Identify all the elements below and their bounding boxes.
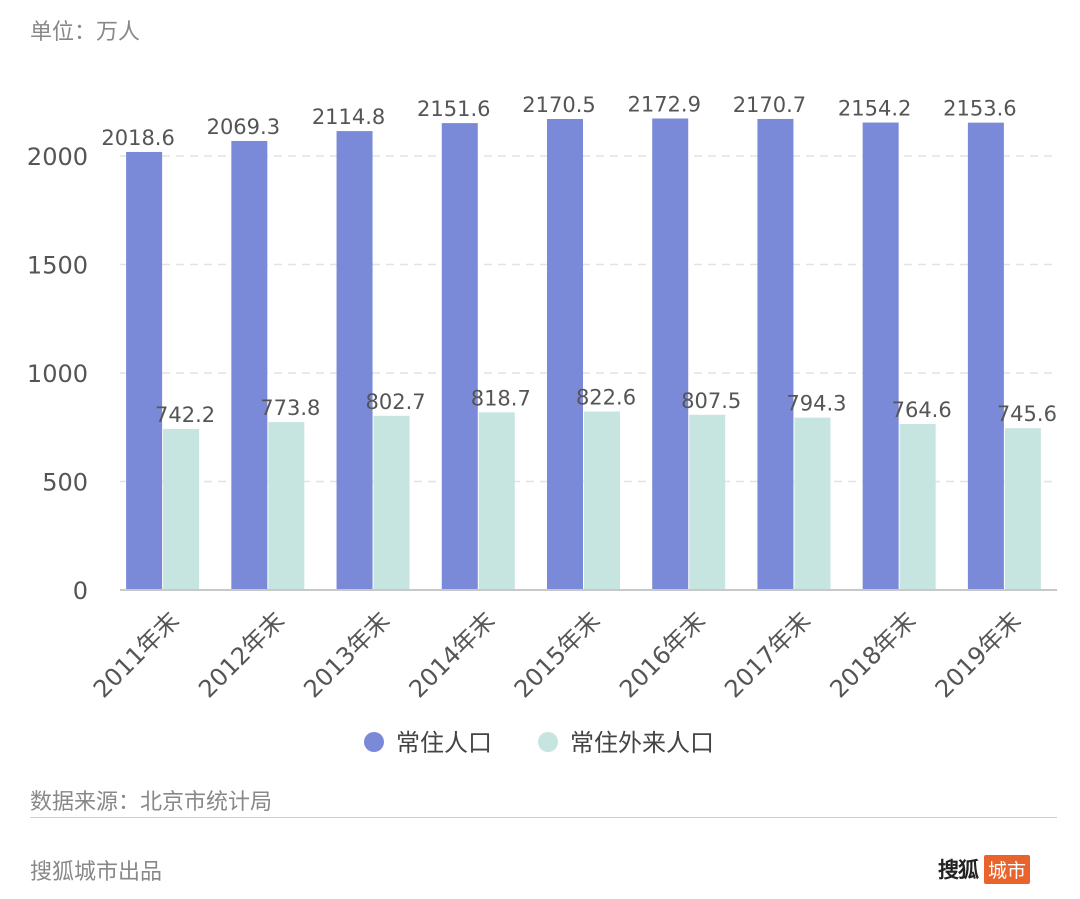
- bar-migrant-4: [584, 411, 620, 590]
- y-tick-label: 0: [73, 577, 88, 605]
- producer-label: 搜狐城市出品: [30, 860, 163, 885]
- data-label: 764.6: [892, 398, 952, 422]
- bar-resident-6: [757, 118, 794, 590]
- x-tick-label: 2014年末: [404, 606, 501, 703]
- bar-migrant-8: [1004, 428, 1041, 590]
- x-axis-ticks: 2011年末 2012年末 2013年末 2014年末 2015年末 2016年末 2017…: [88, 606, 1027, 703]
- x-tick-label: 2019年末: [930, 606, 1027, 703]
- logo-part-b: 城市: [984, 854, 1031, 884]
- bar-resident-7: [862, 122, 899, 590]
- data-label: 745.6: [997, 402, 1057, 426]
- sohu-city-logo: 搜狐 城市: [938, 854, 1031, 884]
- bar-resident-5: [652, 118, 689, 590]
- data-label: 2018.6: [101, 126, 174, 150]
- y-axis-ticks: 0 500 1000 1500 2000: [27, 143, 88, 605]
- logo-part-a: 搜狐: [938, 857, 979, 882]
- data-label: 2114.8: [312, 105, 385, 129]
- data-label: 794.3: [786, 392, 846, 416]
- unit-label: 单位：万人: [30, 20, 141, 45]
- y-tick-label: 1000: [27, 360, 88, 388]
- bar-resident-8: [967, 122, 1004, 591]
- divider: [30, 817, 1057, 818]
- bar-resident-2: [336, 131, 373, 591]
- x-tick-label: 2016年末: [614, 606, 711, 703]
- y-tick-label: 1500: [27, 252, 88, 280]
- x-tick-label: 2013年末: [298, 606, 395, 703]
- data-label: 802.7: [365, 390, 425, 414]
- legend-label: 常住人口: [396, 729, 492, 757]
- bar-resident-3: [441, 123, 478, 591]
- data-label: 773.8: [260, 396, 320, 420]
- y-tick-label: 2000: [27, 143, 88, 171]
- data-label: 2170.5: [522, 93, 595, 117]
- data-label: 822.6: [576, 385, 636, 409]
- legend-label: 常住外来人口: [570, 729, 714, 757]
- bar-migrant-6: [794, 417, 831, 590]
- bar-migrant-2: [373, 415, 410, 590]
- x-tick-label: 2015年末: [509, 606, 606, 703]
- data-label: 2069.3: [207, 115, 280, 139]
- bar-migrant-3: [478, 412, 515, 590]
- x-tick-label: 2017年末: [719, 606, 816, 703]
- bar-migrant-0: [163, 428, 200, 590]
- data-label: 818.7: [471, 386, 531, 410]
- data-label: 807.5: [681, 389, 741, 413]
- bar-resident-4: [547, 119, 583, 591]
- legend-swatch: [364, 732, 384, 752]
- bar-migrant-7: [899, 424, 936, 590]
- data-label: 2154.2: [838, 97, 911, 121]
- x-tick-label: 2012年末: [193, 606, 290, 703]
- bar-migrant-1: [268, 422, 305, 590]
- data-label: 2151.6: [417, 97, 490, 121]
- data-label: 2153.6: [943, 97, 1016, 121]
- data-source: 数据来源：北京市统计局: [30, 790, 273, 815]
- bar-resident-1: [231, 140, 268, 590]
- data-label: 742.2: [155, 403, 215, 427]
- data-label: 2170.7: [733, 93, 806, 117]
- y-tick-label: 500: [42, 469, 88, 497]
- legend: 常住人口 常住外来人口: [364, 729, 714, 757]
- data-labels: 2018.6 742.2 2069.3 773.8 2114.8 802.7 2151.6 8…: [101, 92, 1057, 426]
- legend-swatch: [538, 732, 558, 752]
- x-tick-label: 2018年末: [824, 606, 921, 703]
- bar-resident-0: [126, 151, 163, 590]
- bars: [126, 118, 1041, 591]
- x-tick-label: 2011年末: [88, 606, 185, 703]
- data-label: 2172.9: [627, 92, 700, 116]
- bar-migrant-5: [689, 414, 726, 590]
